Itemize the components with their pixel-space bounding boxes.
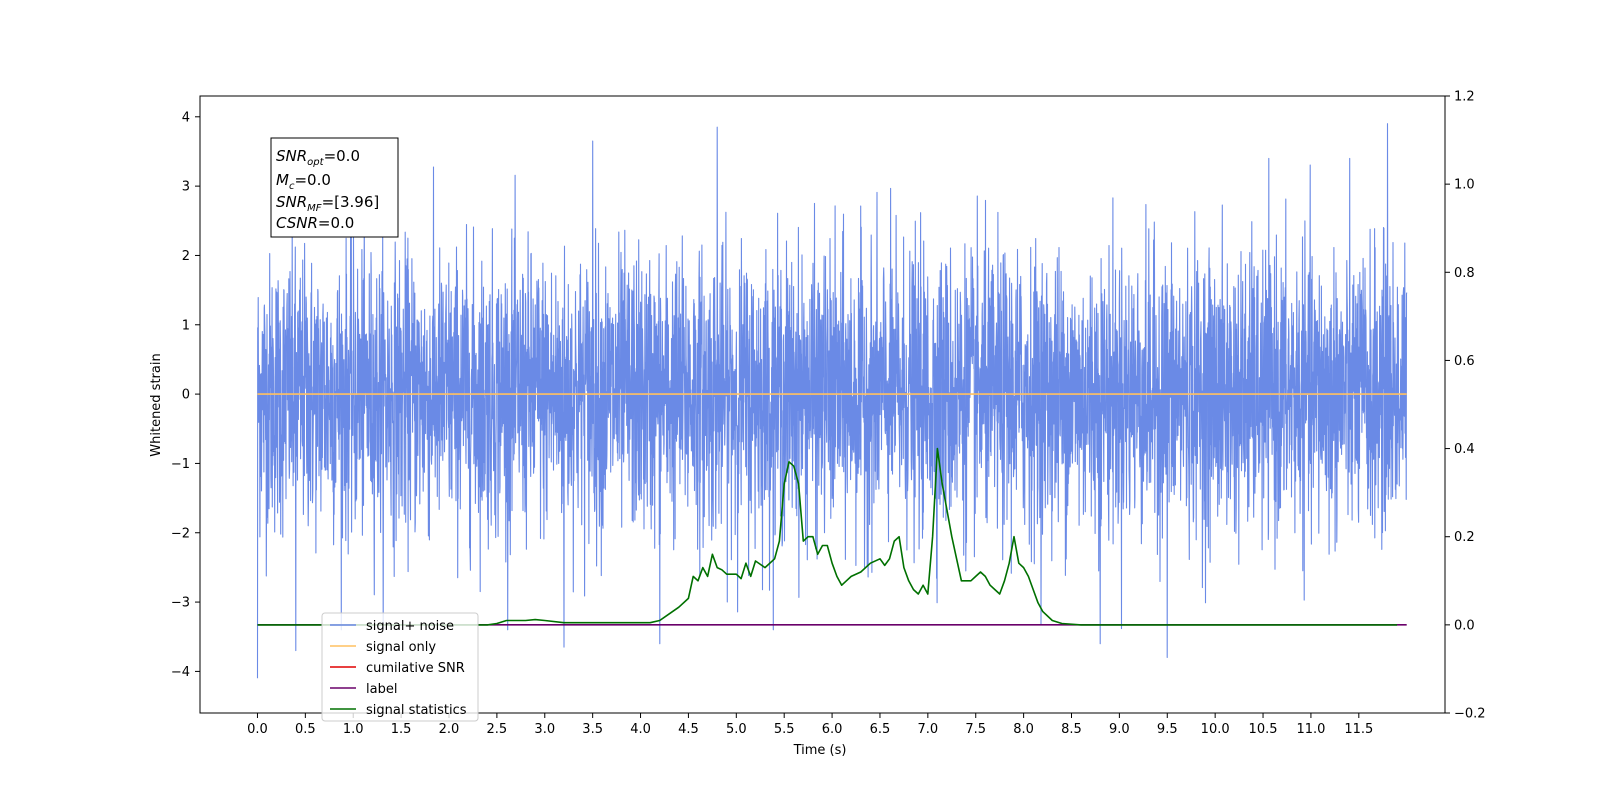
y2-tick-label: −0.2 [1454,707,1486,722]
x-tick-label: 2.5 [487,722,508,737]
x-axis: 0.0 0.5 1.0 1.5 2.0 2.5 3.0 3.5 4.0 4.5 5.0 5.5 6.0 6… [247,713,1373,737]
x-tick-label: 5.5 [774,722,795,737]
x-tick-label: 1.5 [391,722,412,737]
legend-label-signal-only: signal only [366,640,436,655]
y-tick-label: 4 [182,110,190,125]
y-axis-left: 4 3 2 1 0 −1 −2 −3 −4 [171,110,200,680]
annotation-box: SNRopt=0.0 Mc=0.0 SNRMF=[3.96] CSNR=0.0 [270,137,399,238]
x-axis-label: Time (s) [793,743,847,758]
x-tick-label: 4.0 [630,722,651,737]
annotation-mc: Mc=0.0 [276,171,331,192]
y-tick-label: −3 [171,596,190,611]
x-tick-label: 11.0 [1296,722,1325,737]
x-tick-label: 8.5 [1061,722,1082,737]
legend-label-signal-noise: signal+ noise [366,619,454,634]
x-tick-label: 10.5 [1249,722,1278,737]
x-tick-label: 1.0 [343,722,364,737]
x-tick-label: 10.0 [1201,722,1230,737]
y-tick-label: 2 [182,249,190,264]
y2-tick-label: 0.8 [1454,266,1475,281]
x-tick-label: 0.0 [247,722,268,737]
x-tick-label: 5.0 [726,722,747,737]
annotation-frame [270,137,399,238]
y-tick-label: −2 [171,526,190,541]
legend-label-label: label [366,682,397,697]
series-signal-noise [256,123,1408,679]
x-tick-label: 7.5 [965,722,986,737]
legend-label-signal-statistics: signal statistics [366,703,467,718]
legend-label-cumilative-snr: cumilative SNR [366,661,465,676]
x-tick-label: 9.5 [1157,722,1178,737]
y2-tick-label: 0.4 [1454,442,1475,457]
y-tick-label: −4 [171,665,190,680]
x-tick-label: 8.0 [1013,722,1034,737]
x-tick-label: 9.0 [1109,722,1130,737]
x-tick-label: 6.5 [870,722,891,737]
y-tick-label: 1 [182,318,190,333]
y2-tick-label: 0.2 [1454,530,1475,545]
series-line-signal-noise [256,123,1408,679]
annotation-csnr: CSNR=0.0 [276,214,354,232]
series-signal-statistics [257,447,1398,626]
y2-tick-label: 0.0 [1454,618,1475,633]
x-tick-label: 0.5 [295,722,316,737]
annotation-snr-mf: SNRMF=[3.96] [276,193,379,214]
y-axis-right: 1.2 1.0 0.8 0.6 0.4 0.2 0.0 −0.2 [1445,90,1486,722]
x-tick-label: 7.0 [918,722,939,737]
annotation-snr-opt: SNRopt=0.0 [276,147,360,168]
series-line-signal-statistics [257,447,1398,626]
legend-frame [321,612,479,722]
y2-tick-label: 0.6 [1454,354,1475,369]
x-tick-label: 6.0 [822,722,843,737]
x-tick-label: 3.5 [582,722,603,737]
x-tick-label: 11.5 [1344,722,1373,737]
y-tick-label: 0 [182,388,190,403]
x-tick-label: 4.5 [678,722,699,737]
legend: signal+ noise signal only cumilative SNR… [321,612,479,722]
y-tick-label: 3 [182,180,190,195]
y-tick-label: −1 [171,457,190,472]
y-axis-label: Whitened strain [149,353,164,456]
x-tick-label: 3.0 [534,722,555,737]
plot-frame [199,95,1446,714]
y2-tick-label: 1.2 [1454,90,1475,105]
x-tick-label: 2.0 [439,722,460,737]
y2-tick-label: 1.0 [1454,178,1475,193]
